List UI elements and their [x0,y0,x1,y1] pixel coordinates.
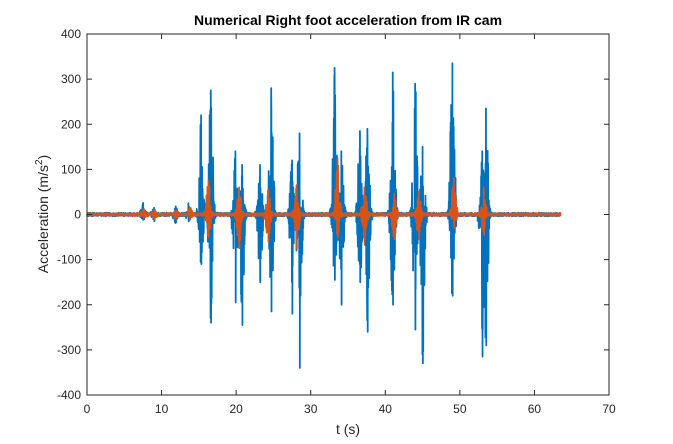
x-tick-label: 40 [379,402,393,416]
y-axis-label: Acceleration (m/s2) [34,155,51,273]
ticks-layer: 0 10 20 30 40 50 60 70 -400 -300 -200 -100 0 100 200 30… [57,27,616,416]
x-tick-label: 30 [304,402,318,416]
x-tick-label: 70 [602,402,616,416]
y-tick-label: -100 [57,253,81,267]
y-axis-label-superscript: 2 [34,159,45,165]
x-tick-label: 20 [229,402,243,416]
x-tick-label: 50 [453,402,467,416]
y-axis-label-main: Acceleration (m/s [35,165,51,273]
x-tick-label: 60 [528,402,542,416]
series-layer [86,62,562,369]
y-axis-label-suffix: ) [35,155,51,160]
y-tick-label: 100 [61,162,81,176]
y-tick-label: 300 [61,72,81,86]
y-tick-label: 400 [61,27,81,41]
y-tick-label: -200 [57,298,81,312]
y-tick-label: -300 [57,343,81,357]
series-line-2 [86,157,562,250]
y-tick-label: -400 [57,388,81,402]
x-axis-label: t (s) [336,421,360,437]
y-tick-label: 200 [61,117,81,131]
chart-title: Numerical Right foot acceleration from I… [194,12,502,28]
x-tick-label: 0 [84,402,91,416]
y-tick-label: 0 [74,208,81,222]
x-tick-label: 10 [155,402,169,416]
